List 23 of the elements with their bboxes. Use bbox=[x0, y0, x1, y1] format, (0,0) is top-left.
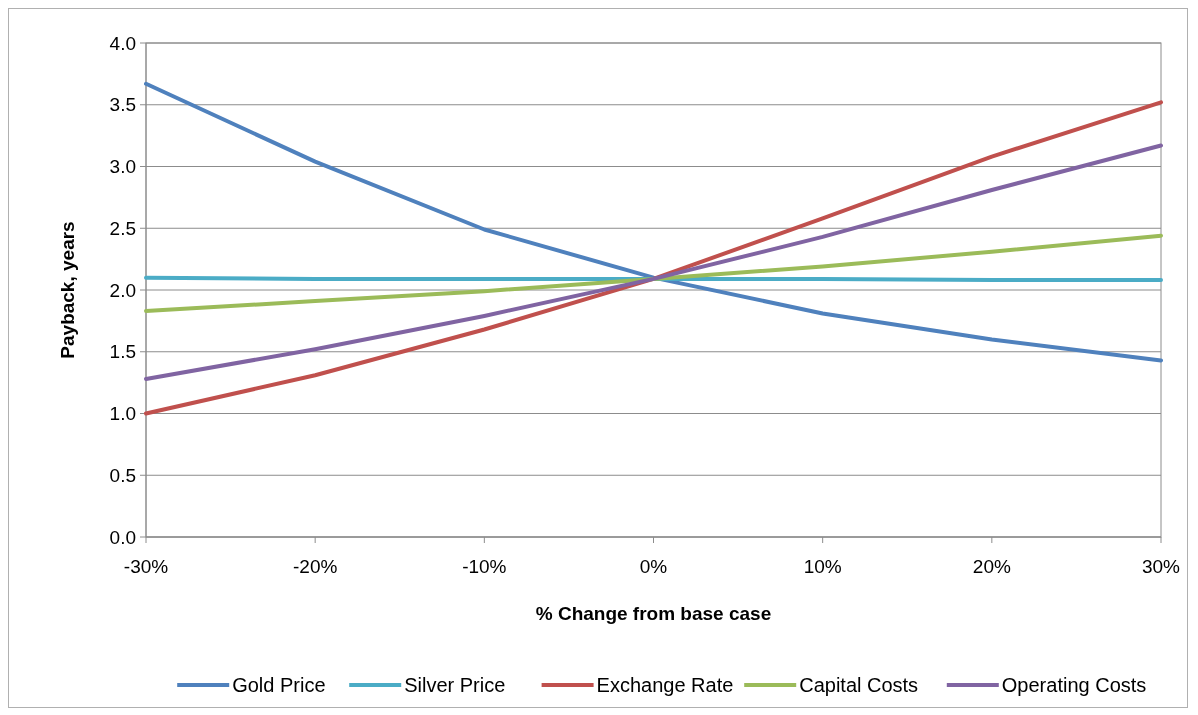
legend-label: Silver Price bbox=[404, 674, 506, 696]
y-tick-label: 2.0 bbox=[109, 279, 136, 301]
legend-label: Exchange Rate bbox=[596, 674, 734, 696]
y-tick-label: 3.5 bbox=[109, 94, 136, 116]
y-axis-title: Payback, years bbox=[57, 221, 78, 359]
y-tick-label: 2.5 bbox=[109, 217, 136, 239]
y-tick-label: 0.5 bbox=[109, 464, 136, 486]
y-tick-label: 3.0 bbox=[109, 156, 136, 178]
x-tick-label: 0% bbox=[639, 556, 668, 577]
x-tick-label: -10% bbox=[462, 556, 507, 577]
x-tick-label: 30% bbox=[1141, 556, 1181, 577]
x-tick-label: -30% bbox=[123, 556, 169, 577]
x-axis-title: % Change from base case bbox=[535, 603, 772, 624]
y-tick-label: 0.0 bbox=[109, 526, 136, 548]
y-tick-label: 4.0 bbox=[109, 32, 136, 54]
x-tick-label: 20% bbox=[972, 556, 1011, 577]
y-tick-label: 1.0 bbox=[109, 403, 136, 425]
x-tick-label: -20% bbox=[292, 556, 338, 577]
x-tick-label: 10% bbox=[803, 556, 842, 577]
y-tick-label: 1.5 bbox=[109, 341, 136, 363]
legend-label: Capital Costs bbox=[799, 674, 919, 696]
legend-label: Gold Price bbox=[232, 674, 326, 696]
legend-label: Operating Costs bbox=[1001, 674, 1147, 696]
